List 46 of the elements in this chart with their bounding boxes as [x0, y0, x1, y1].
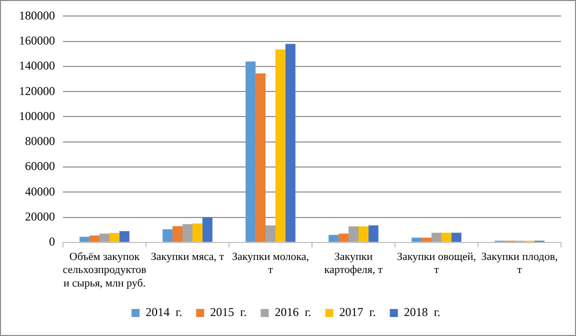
x-tick-label: Закупки молока, т: [232, 250, 310, 276]
y-tick-label: 180000: [19, 8, 55, 22]
bar: [266, 225, 276, 242]
bar: [348, 226, 358, 242]
y-tick-label: 20000: [25, 209, 55, 224]
bar: [432, 232, 442, 242]
bar: [100, 234, 110, 242]
bar: [285, 44, 296, 242]
bar: [275, 50, 286, 242]
bar: [422, 238, 432, 242]
legend-label: 2016 г.: [274, 305, 312, 320]
bar: [246, 61, 256, 242]
legend-label: 2015 г.: [210, 305, 247, 320]
bar: [182, 224, 192, 242]
bar: [368, 225, 378, 242]
bar: [256, 73, 266, 242]
y-tick-label: 80000: [25, 134, 55, 148]
bar: [328, 234, 339, 242]
y-tick-label: 100000: [19, 108, 55, 123]
y-tick-label: 120000: [19, 84, 55, 98]
bar: [412, 238, 422, 242]
bar: [192, 224, 202, 242]
legend-label: 2014 г.: [146, 305, 182, 320]
legend-label: 2018 г.: [404, 305, 440, 320]
y-tick-label: 40000: [25, 184, 55, 198]
legend-label: 2017 г.: [339, 305, 376, 320]
bar: [90, 235, 100, 242]
bar: [109, 232, 120, 242]
x-tick-label: Закупки мяса, т: [150, 250, 224, 263]
bar: [441, 232, 452, 242]
x-tick-label: Закупки овощей, т: [396, 250, 476, 276]
y-tick-label: 160000: [19, 33, 55, 48]
y-tick-label: 60000: [25, 159, 55, 174]
x-tick-label: Закупки картофеля, т: [324, 250, 383, 276]
x-tick-label: Закупки плодов, т: [481, 250, 558, 276]
bar: [358, 226, 368, 242]
bar: [338, 234, 349, 242]
y-tick-label: 0: [49, 234, 55, 249]
y-tick-label: 140000: [19, 58, 55, 73]
bar: [202, 217, 212, 242]
bar: [119, 231, 130, 242]
bar: [162, 229, 173, 242]
bar: [172, 226, 183, 242]
x-tick-label: Объём закупок сельхозпродуктов и сырья, млн руб.: [62, 250, 146, 290]
bar: [80, 236, 90, 242]
bar: [451, 232, 462, 242]
